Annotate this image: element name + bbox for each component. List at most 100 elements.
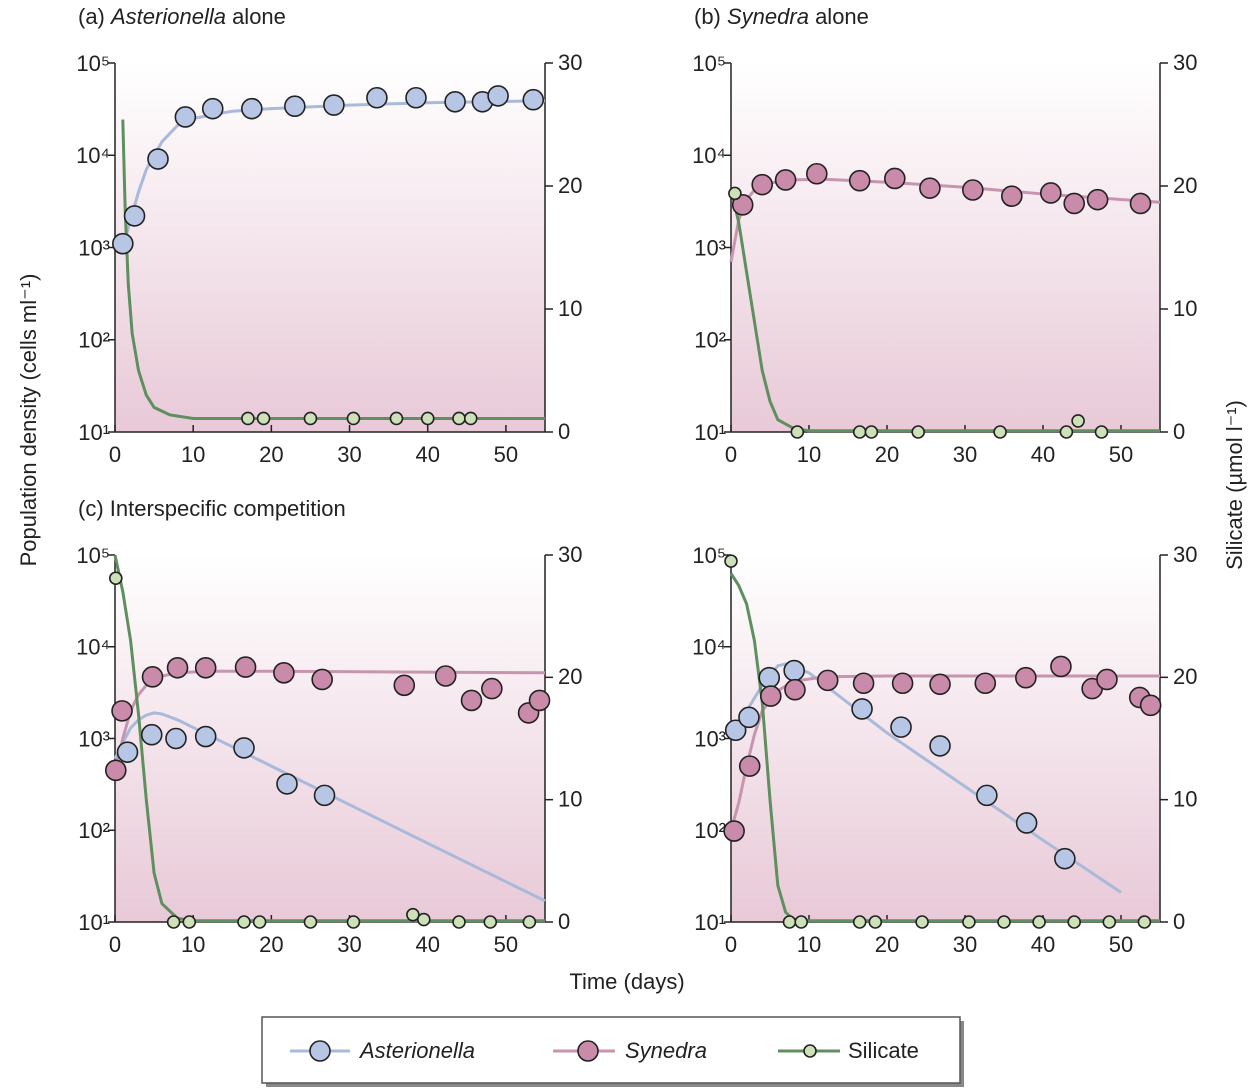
x-tick-label: 30 <box>337 932 361 957</box>
population-point <box>393 674 416 697</box>
y2-tick-label: 10 <box>1173 786 1197 811</box>
x-tick-label: 40 <box>1031 442 1055 467</box>
silicate-point <box>452 915 466 929</box>
y-axis-label: Population density (cells ml⁻¹) <box>16 274 41 567</box>
silicate-point <box>406 907 420 922</box>
legend-label: Asterionella <box>358 1038 475 1063</box>
silicate-point <box>782 915 797 929</box>
population-point <box>241 97 263 120</box>
y2-tick-label: 0 <box>558 419 570 444</box>
x-tick-label: 0 <box>109 442 121 467</box>
x-tick-label: 0 <box>725 932 737 957</box>
population-point <box>751 173 774 196</box>
silicate-point <box>794 915 809 929</box>
x-tick-label: 0 <box>109 932 121 957</box>
population-point <box>919 177 941 199</box>
x-tick-label: 40 <box>415 932 439 957</box>
population-point <box>774 169 797 191</box>
population-point <box>522 88 545 111</box>
population-point <box>1139 694 1162 717</box>
population-point <box>284 95 306 118</box>
population-point <box>1050 655 1072 678</box>
population-point <box>111 700 133 722</box>
title-part: (c) Interspecific competition <box>78 496 346 521</box>
population-point <box>974 672 997 695</box>
population-point <box>724 719 747 742</box>
silicate-point <box>346 411 361 426</box>
silicate-point <box>417 912 431 927</box>
population-point <box>313 784 336 807</box>
x-tick-label: 20 <box>875 932 899 957</box>
silicate-point <box>256 411 271 426</box>
silicate-point <box>1067 915 1081 929</box>
y2-tick-label: 30 <box>1173 50 1197 75</box>
population-point <box>1086 188 1109 211</box>
population-point <box>233 737 255 759</box>
population-point <box>1096 668 1118 691</box>
population-point <box>276 773 298 795</box>
y-tick-label: 10⁴ <box>692 143 726 168</box>
population-point <box>738 706 760 729</box>
silicate-point <box>852 425 867 439</box>
y2-tick-label: 0 <box>558 909 570 934</box>
population-point <box>141 666 164 688</box>
y2-tick-label: 20 <box>1173 664 1197 689</box>
y-tick-label: 10¹ <box>78 420 110 445</box>
population-point <box>311 668 333 691</box>
population-point <box>883 167 906 190</box>
silicate-point <box>420 411 435 426</box>
title-part: (b) <box>694 4 727 29</box>
population-point <box>976 784 998 807</box>
legend-marker <box>577 1040 599 1062</box>
x-tick-label: 50 <box>1109 932 1133 957</box>
population-point <box>147 148 169 170</box>
population-point <box>816 669 839 692</box>
x-tick-label: 0 <box>725 442 737 467</box>
y-tick-label: 10¹ <box>694 420 726 445</box>
silicate-point <box>1102 915 1117 929</box>
population-point <box>758 666 781 689</box>
silicate-point <box>346 915 361 929</box>
population-point <box>1015 812 1038 834</box>
population-point <box>783 659 805 682</box>
population-point <box>273 662 295 684</box>
population-point <box>528 689 551 712</box>
population-point <box>201 97 224 120</box>
silicate-point <box>852 915 867 929</box>
population-point <box>165 727 187 750</box>
legend-label: Silicate <box>848 1038 919 1063</box>
y-tick-label: 10⁴ <box>76 143 110 168</box>
legend-label: Synedra <box>625 1038 707 1063</box>
y-tick-label: 10² <box>78 818 110 843</box>
population-point <box>891 672 914 695</box>
x-tick-label: 40 <box>1031 932 1055 957</box>
silicate-point <box>166 915 181 929</box>
y-tick-label: 10³ <box>694 235 726 260</box>
population-point <box>434 665 457 687</box>
silicate-point <box>1059 425 1074 439</box>
population-point <box>460 689 483 712</box>
y-tick-label: 10¹ <box>694 910 726 935</box>
x-tick-label: 50 <box>494 932 518 957</box>
y-tick-label: 10³ <box>78 235 110 260</box>
population-point <box>174 106 197 128</box>
y2-tick-label: 10 <box>1173 296 1197 321</box>
x-tick-label: 20 <box>875 442 899 467</box>
panel-title: (b) Synedra alone <box>694 4 869 29</box>
x-tick-label: 30 <box>953 932 977 957</box>
population-point <box>140 723 163 746</box>
silicate-point <box>463 411 478 426</box>
y-tick-label: 10⁴ <box>692 635 726 660</box>
population-point <box>194 656 217 679</box>
population-point <box>805 162 828 185</box>
population-point <box>444 90 466 113</box>
silicate-point <box>915 915 929 929</box>
title-part: alone <box>809 4 869 29</box>
legend-marker <box>309 1040 331 1062</box>
population-point <box>1129 192 1152 215</box>
x-tick-label: 30 <box>337 442 361 467</box>
population-point <box>723 820 745 842</box>
x-tick-label: 50 <box>494 442 518 467</box>
y2-tick-label: 0 <box>1173 419 1185 444</box>
population-point <box>890 716 912 738</box>
